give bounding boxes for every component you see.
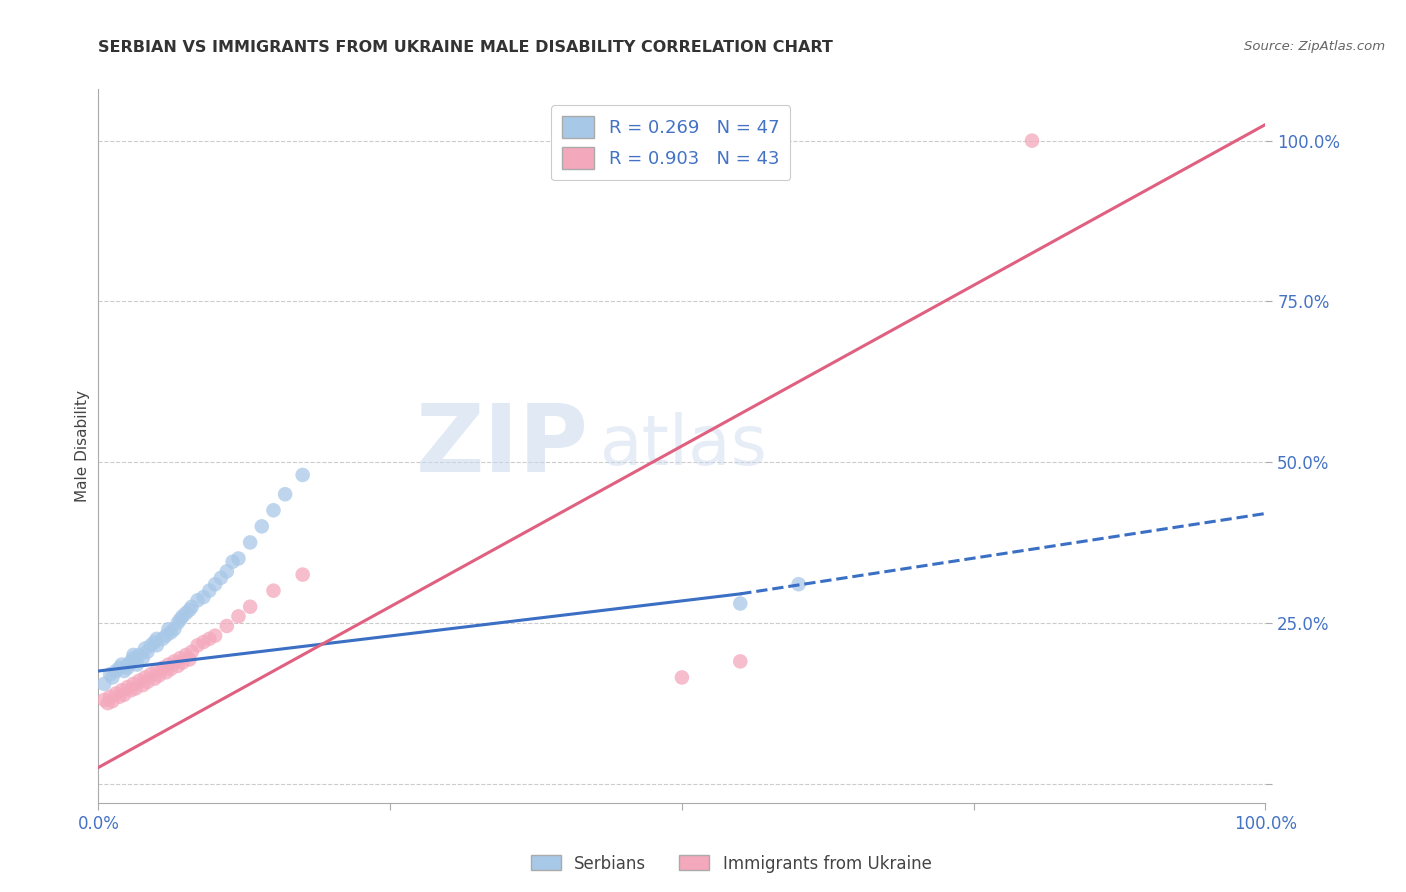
Point xyxy=(125,681,148,696)
Point xyxy=(148,668,170,682)
Point xyxy=(174,648,197,662)
Point xyxy=(204,629,226,643)
Point xyxy=(187,638,209,652)
Point xyxy=(97,696,120,710)
Legend: R = 0.269   N = 47, R = 0.903   N = 43: R = 0.269 N = 47, R = 0.903 N = 43 xyxy=(551,105,790,180)
Point xyxy=(122,677,145,691)
Point xyxy=(198,632,221,646)
Point xyxy=(143,672,166,686)
Point xyxy=(198,583,221,598)
Point xyxy=(132,651,155,665)
Legend: Serbians, Immigrants from Ukraine: Serbians, Immigrants from Ukraine xyxy=(524,848,938,880)
Point xyxy=(159,625,181,640)
Point xyxy=(730,654,752,668)
Point xyxy=(239,535,262,549)
Point xyxy=(291,567,314,582)
Text: atlas: atlas xyxy=(600,412,768,480)
Point xyxy=(228,609,250,624)
Point xyxy=(104,686,127,700)
Point xyxy=(134,670,156,684)
Point xyxy=(146,664,169,678)
Point xyxy=(93,693,115,707)
Point xyxy=(146,632,169,646)
Point xyxy=(134,641,156,656)
Point xyxy=(139,667,162,681)
Point xyxy=(155,665,177,680)
Point xyxy=(128,673,150,688)
Point xyxy=(179,603,201,617)
Point xyxy=(787,577,810,591)
Point xyxy=(136,645,159,659)
Point xyxy=(152,632,174,646)
Point xyxy=(193,590,215,604)
Point xyxy=(117,680,139,694)
Point xyxy=(111,657,134,672)
Point xyxy=(172,656,194,670)
Point xyxy=(93,677,115,691)
Point xyxy=(143,635,166,649)
Point xyxy=(112,664,135,678)
Point xyxy=(155,629,177,643)
Text: SERBIAN VS IMMIGRANTS FROM UKRAINE MALE DISABILITY CORRELATION CHART: SERBIAN VS IMMIGRANTS FROM UKRAINE MALE … xyxy=(98,40,834,55)
Point xyxy=(117,661,139,675)
Point xyxy=(671,670,693,684)
Point xyxy=(111,683,134,698)
Point xyxy=(163,622,186,636)
Point xyxy=(250,519,273,533)
Point xyxy=(172,609,194,624)
Point xyxy=(166,658,188,673)
Point xyxy=(180,645,202,659)
Point xyxy=(122,651,145,665)
Y-axis label: Male Disability: Male Disability xyxy=(75,390,90,502)
Point xyxy=(163,654,186,668)
Point xyxy=(221,555,243,569)
Point xyxy=(128,648,150,662)
Point xyxy=(146,638,169,652)
Point xyxy=(122,648,145,662)
Point xyxy=(136,675,159,690)
Point xyxy=(139,638,162,652)
Point xyxy=(98,690,121,704)
Point xyxy=(117,657,139,672)
Point xyxy=(157,657,180,672)
Point xyxy=(108,690,131,704)
Point xyxy=(193,635,215,649)
Point xyxy=(262,503,284,517)
Point xyxy=(730,597,752,611)
Point xyxy=(274,487,297,501)
Point xyxy=(104,664,127,678)
Point xyxy=(157,622,180,636)
Point xyxy=(209,571,232,585)
Point xyxy=(180,599,202,614)
Point xyxy=(169,651,191,665)
Point xyxy=(228,551,250,566)
Point xyxy=(125,657,148,672)
Text: ZIP: ZIP xyxy=(416,400,589,492)
Point xyxy=(215,565,238,579)
Point xyxy=(101,694,124,708)
Point xyxy=(179,652,201,666)
Point xyxy=(132,678,155,692)
Point xyxy=(112,688,135,702)
Point xyxy=(169,613,191,627)
Point xyxy=(108,661,131,675)
Point xyxy=(204,577,226,591)
Point xyxy=(159,662,181,676)
Point xyxy=(101,670,124,684)
Point xyxy=(1021,134,1043,148)
Point xyxy=(152,661,174,675)
Point xyxy=(166,615,188,630)
Point xyxy=(239,599,262,614)
Point xyxy=(262,583,284,598)
Point xyxy=(215,619,238,633)
Point xyxy=(120,683,142,698)
Point xyxy=(98,667,121,681)
Point xyxy=(174,606,197,620)
Point xyxy=(291,467,314,482)
Point xyxy=(120,654,142,668)
Point xyxy=(187,593,209,607)
Text: Source: ZipAtlas.com: Source: ZipAtlas.com xyxy=(1244,40,1385,54)
